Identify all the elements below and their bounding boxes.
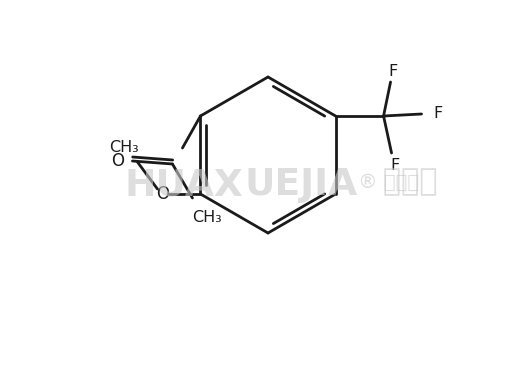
Text: CH₃: CH₃ [193,210,222,225]
Text: CH₃: CH₃ [110,139,139,155]
Text: ® 化学加: ® 化学加 [358,172,419,192]
Text: 化学加: 化学加 [373,167,438,196]
Text: F: F [388,63,397,79]
Text: O: O [156,185,169,203]
Text: F: F [433,106,442,121]
Text: F: F [390,157,399,172]
Text: O: O [111,152,124,170]
Text: HUAX: HUAX [125,167,244,203]
Text: UEJIA: UEJIA [245,167,358,203]
